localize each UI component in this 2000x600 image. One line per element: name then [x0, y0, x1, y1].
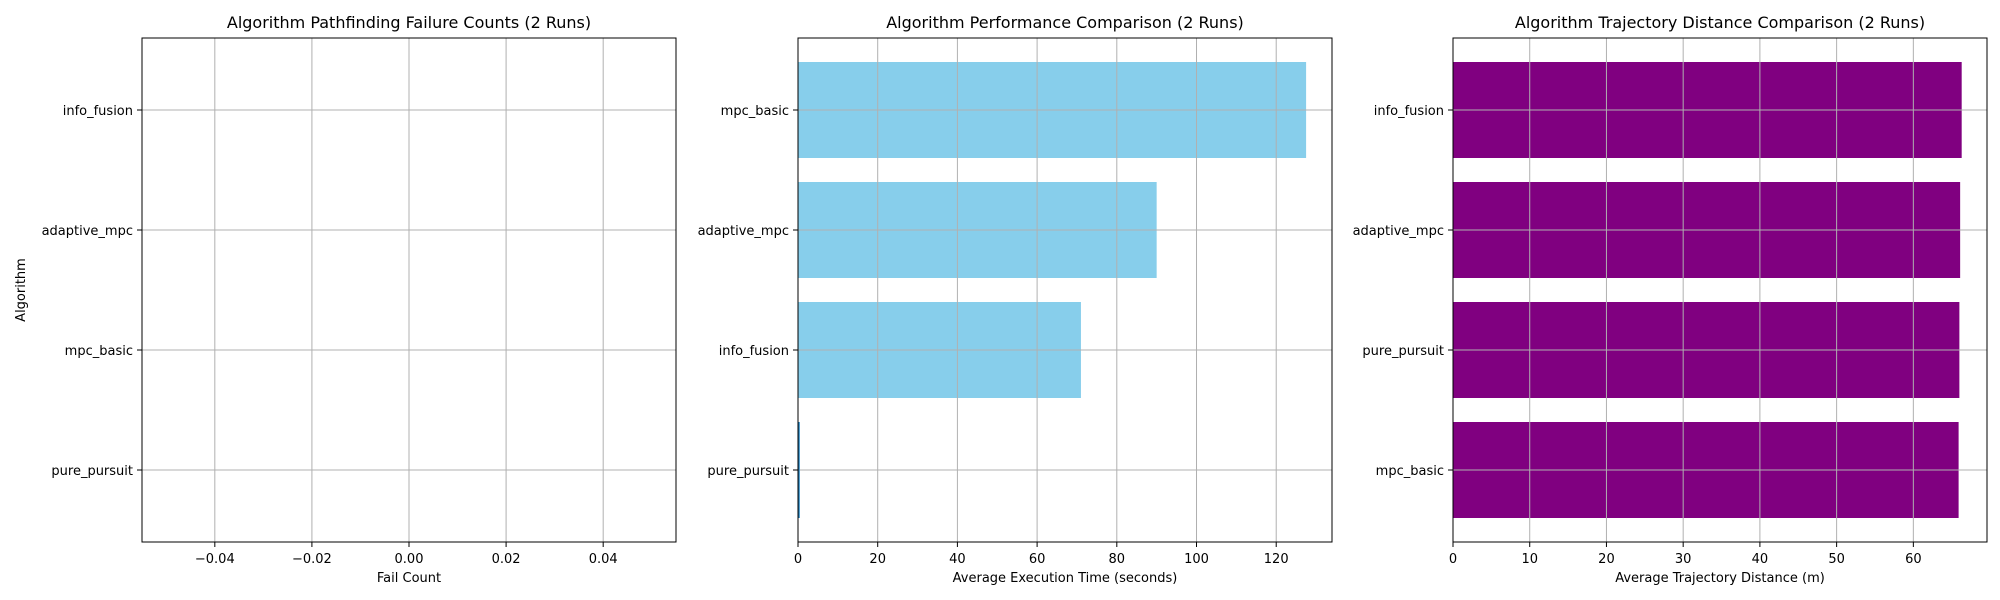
y-tick-label-mpc_basic: mpc_basic	[65, 344, 133, 359]
x-tick-label: 0	[1449, 552, 1457, 567]
x-tick-label: 40	[1752, 552, 1769, 567]
x-tick-label: 20	[1598, 552, 1615, 567]
y-tick-label-adaptive_mpc: adaptive_mpc	[1353, 224, 1444, 239]
y-tick-label-pure_pursuit: pure_pursuit	[1362, 344, 1444, 359]
x-tick-label: 30	[1675, 552, 1692, 567]
chart-title: Algorithm Performance Comparison (2 Runs…	[886, 13, 1244, 32]
y-tick-label-pure_pursuit: pure_pursuit	[51, 464, 133, 479]
x-tick-label: 40	[949, 552, 966, 567]
chart-title: Algorithm Trajectory Distance Comparison…	[1515, 13, 1925, 32]
x-tick-label: 0	[794, 552, 802, 567]
x-tick-label: 50	[1828, 552, 1845, 567]
y-tick-label-adaptive_mpc: adaptive_mpc	[698, 224, 789, 239]
x-axis-label: Average Execution Time (seconds)	[953, 571, 1178, 586]
chart-title: Algorithm Pathfinding Failure Counts (2 …	[227, 13, 591, 32]
subplot-1: −0.04 −0.02 0.00 0.02 0.04 pure_pursuit mpc_ba…	[14, 13, 677, 586]
x-tick-label: −0.04	[195, 552, 235, 567]
x-axis-label: Fail Count	[377, 571, 441, 586]
x-tick-label: 20	[869, 552, 886, 567]
x-tick-label: 0.04	[589, 552, 618, 567]
x-tick-label: 0.02	[492, 552, 521, 567]
x-tick-label: −0.02	[292, 552, 332, 567]
y-tick-label-adaptive_mpc: adaptive_mpc	[42, 224, 133, 239]
x-tick-label: 60	[1029, 552, 1046, 567]
y-axis-label: Algorithm	[14, 258, 29, 322]
y-tick-label-info_fusion: info_fusion	[1374, 104, 1444, 119]
subplot-2: 0 20 40 60 80 100 120 pure_pursuit info_fusion ad…	[698, 13, 1333, 586]
x-tick-label: 0.00	[395, 552, 424, 567]
x-tick-label: 60	[1905, 552, 1922, 567]
y-tick-label-mpc_basic: mpc_basic	[1376, 464, 1444, 479]
x-tick-label: 120	[1264, 552, 1289, 567]
subplot-3: 0 10 20 30 40 50 60 mpc_basic pure_pursuit adapti…	[1353, 13, 1988, 586]
y-tick-label-pure_pursuit: pure_pursuit	[707, 464, 789, 479]
x-tick-label: 100	[1184, 552, 1209, 567]
x-tick-label: 10	[1521, 552, 1538, 567]
y-tick-label-mpc_basic: mpc_basic	[721, 104, 789, 119]
x-tick-label: 80	[1109, 552, 1126, 567]
x-axis-label: Average Trajectory Distance (m)	[1615, 571, 1825, 586]
y-tick-label-info_fusion: info_fusion	[63, 104, 133, 119]
plot-frame	[797, 37, 1333, 543]
y-tick-label-info_fusion: info_fusion	[719, 344, 789, 359]
plot-frame	[1452, 37, 1988, 543]
